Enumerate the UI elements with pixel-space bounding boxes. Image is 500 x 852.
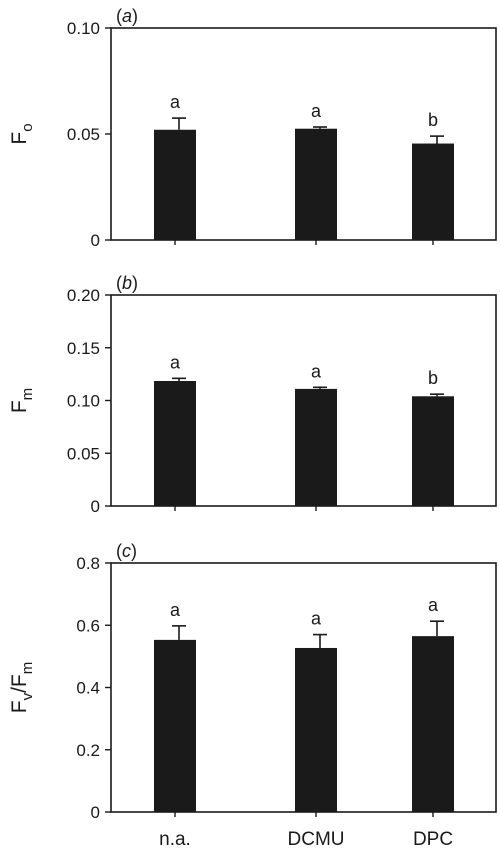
y-tick-label: 0	[91, 803, 100, 822]
y-tick-label: 0.8	[76, 554, 100, 573]
bar-na	[154, 380, 196, 506]
y-axis-label: Fv/Fm	[8, 662, 36, 714]
y-tick-label: 0.05	[67, 444, 100, 463]
y-tick-label: 0.15	[67, 339, 100, 358]
y-tick-label: 0	[91, 497, 100, 516]
significance-letter: a	[170, 92, 181, 112]
significance-letter: a	[170, 352, 181, 372]
y-tick-label: 0.6	[76, 616, 100, 635]
significance-letter: a	[170, 600, 181, 620]
panel-a: 0 0.05 0.10 a a b (a) Fo	[8, 6, 497, 250]
y-tick-label: 0.05	[67, 125, 100, 144]
significance-letter: a	[311, 101, 322, 121]
significance-letter: a	[311, 609, 322, 629]
y-tick-label: 0.10	[67, 19, 100, 38]
significance-letter: a	[311, 361, 322, 381]
bar-dpc	[412, 396, 454, 506]
y-tick-label: 0.20	[67, 286, 100, 305]
significance-letter: a	[428, 595, 439, 615]
panel-b: 0 0.05 0.10 0.15 0.20 a a b (b) Fm	[8, 273, 497, 516]
significance-letter: b	[428, 110, 438, 130]
x-tick-label: DCMU	[288, 829, 345, 850]
y-tick-label: 0.2	[76, 741, 100, 760]
y-tick-label: 0.4	[76, 679, 100, 698]
bar-dpc	[412, 636, 454, 812]
bar-dcmu	[295, 388, 337, 506]
x-tick-label: n.a.	[159, 829, 191, 850]
y-axis-label: Fm	[8, 388, 36, 413]
x-axis-labels: n.a. DCMU DPC	[159, 829, 453, 850]
panel-label: (c)	[116, 541, 137, 561]
bar-dcmu	[295, 647, 337, 812]
y-tick-label: 0	[91, 231, 100, 250]
bar-dcmu	[295, 128, 337, 240]
bar-na	[154, 129, 196, 240]
x-tick-label: DPC	[413, 829, 453, 850]
significance-letter: b	[428, 368, 438, 388]
y-tick-label: 0.10	[67, 392, 100, 411]
panel-c: 0 0.2 0.4 0.6 0.8 a a a (c) Fv/Fm	[8, 541, 497, 822]
panel-label: (a)	[116, 6, 138, 26]
bar-na	[154, 639, 196, 812]
bar-dpc	[412, 143, 454, 240]
panel-label: (b)	[116, 273, 138, 293]
y-axis-label: Fo	[8, 123, 36, 144]
